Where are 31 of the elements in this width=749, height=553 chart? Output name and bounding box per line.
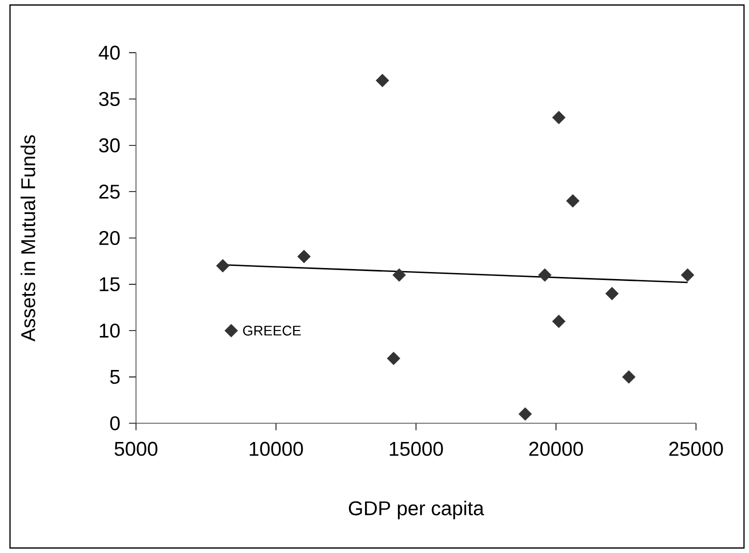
- point: [680, 268, 694, 282]
- point: [518, 407, 532, 421]
- y-tick-label: 25: [99, 184, 120, 199]
- point: [622, 370, 636, 384]
- point: [386, 352, 400, 366]
- point: [216, 259, 230, 272]
- point: [552, 314, 566, 328]
- x-tick-label: 25000: [669, 442, 723, 456]
- point: [605, 286, 619, 300]
- point: [224, 324, 238, 338]
- x-tick-label: 10000: [250, 442, 303, 456]
- y-tick-label: 0: [110, 416, 120, 430]
- y-tick-label: 40: [98, 46, 120, 60]
- y-tick-label: 30: [99, 138, 120, 152]
- x-tick-label: 15000: [390, 442, 443, 456]
- y-tick-label: 20: [99, 230, 120, 246]
- y-tick-label: 15: [100, 277, 120, 292]
- annotation: GREECE: [243, 326, 301, 336]
- point: [297, 250, 311, 264]
- x-axis-title: GDP per capita: [348, 500, 484, 520]
- point: [538, 268, 552, 282]
- point: [552, 110, 566, 124]
- y-axis-title: Assets in Mutual Funds: [20, 135, 36, 342]
- point: [566, 194, 580, 208]
- point: [392, 268, 406, 282]
- y-tick-label: 35: [99, 92, 120, 106]
- x-tick-label: 5000: [114, 442, 158, 456]
- x-tick-label: 20000: [529, 442, 583, 456]
- y-tick-label: 10: [100, 324, 120, 338]
- point: [376, 74, 390, 88]
- y-tick-label: 5: [110, 370, 120, 384]
